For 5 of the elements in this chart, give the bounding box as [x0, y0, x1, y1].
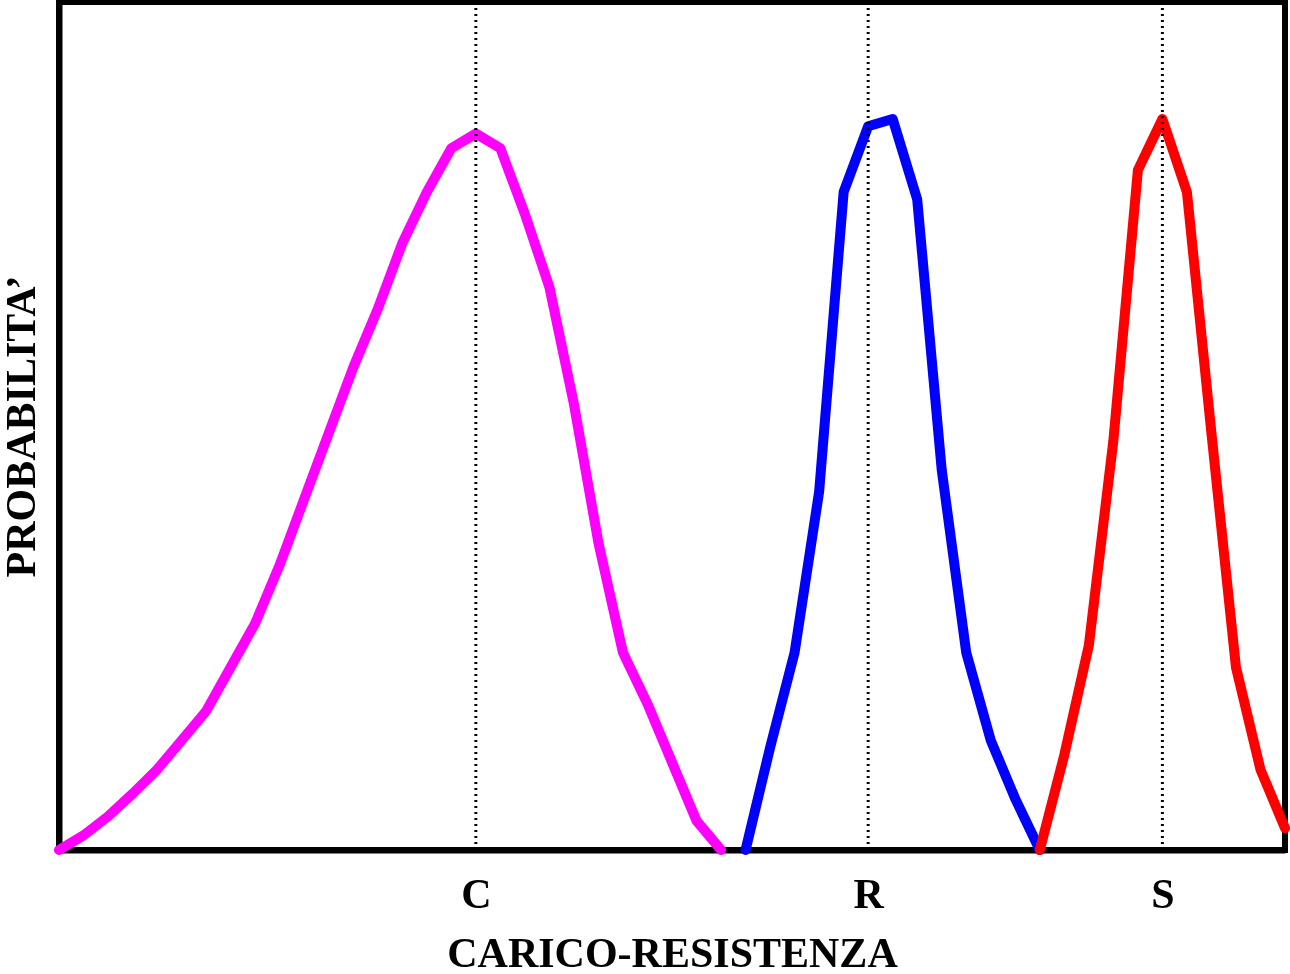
x-tick-label: R — [853, 870, 885, 917]
x-tick-label: C — [461, 870, 492, 917]
x-tick-label: S — [1151, 870, 1175, 917]
y-axis-title: PROBABILITA’ — [0, 275, 44, 578]
x-axis-title: CARICO-RESISTENZA — [447, 929, 899, 974]
